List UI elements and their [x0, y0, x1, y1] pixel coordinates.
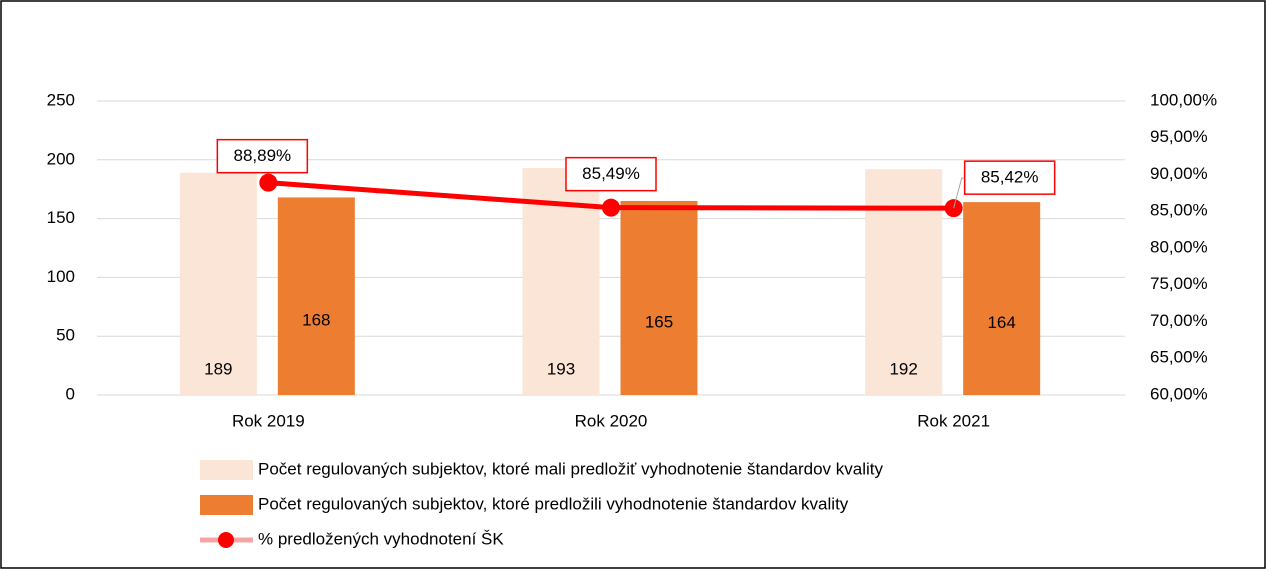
y2-tick-label: 70,00%	[1150, 311, 1208, 330]
legend-label: Počet regulovaných subjektov, ktoré pred…	[258, 494, 849, 513]
y-tick-label: 150	[47, 208, 75, 227]
line-marker	[602, 198, 620, 217]
bar-value-label: 192	[889, 359, 917, 378]
y2-tick-label: 100,00%	[1150, 90, 1217, 109]
y2-tick-label: 85,00%	[1150, 201, 1208, 220]
data-label-box	[216, 138, 309, 174]
y2-tick-label: 75,00%	[1150, 274, 1208, 293]
y-tick-label: 250	[47, 90, 75, 109]
data-label-box	[565, 156, 657, 192]
bar-value-label: 193	[547, 359, 575, 378]
x-tick-label: Rok 2020	[575, 411, 648, 430]
legend-marker	[218, 532, 234, 548]
bar	[179, 172, 257, 395]
y2-tick-label: 95,00%	[1150, 127, 1208, 146]
x-tick-label: Rok 2021	[917, 411, 990, 430]
bar-value-label: 189	[204, 359, 232, 378]
x-tick-label: Rok 2019	[232, 411, 305, 430]
line-value-label: 85,49%	[582, 164, 640, 183]
y-tick-label: 200	[47, 149, 75, 168]
bar-value-label: 164	[987, 313, 1015, 332]
y2-tick-label: 90,00%	[1150, 164, 1208, 183]
bar	[277, 197, 355, 395]
bar-value-label: 168	[302, 311, 330, 330]
legend-label: % predložených vyhodnotení ŠK	[258, 529, 504, 548]
y2-tick-label: 65,00%	[1150, 348, 1208, 367]
line-marker	[259, 173, 278, 192]
legend-label: Počet regulovaných subjektov, ktoré mali…	[258, 459, 884, 478]
bar	[620, 200, 698, 395]
line-value-label: 85,42%	[981, 168, 1039, 187]
y2-tick-label: 60,00%	[1150, 384, 1208, 403]
legend-swatch	[200, 495, 253, 515]
line-value-label: 88,89%	[233, 146, 291, 165]
bar	[963, 202, 1041, 395]
legend-swatch	[200, 460, 253, 480]
y2-tick-label: 80,00%	[1150, 237, 1208, 256]
leader-line	[953, 177, 965, 209]
data-label-box	[963, 160, 1056, 195]
y-tick-label: 50	[56, 326, 75, 345]
bar-value-label: 165	[645, 312, 673, 331]
y-tick-label: 0	[66, 384, 75, 403]
y-tick-label: 100	[47, 267, 75, 286]
